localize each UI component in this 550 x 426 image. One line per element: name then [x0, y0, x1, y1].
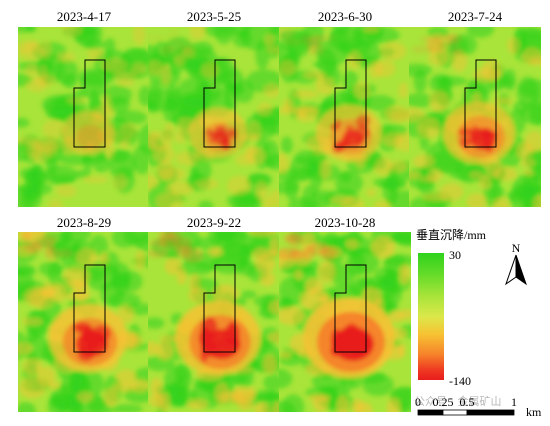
deformation-map-3	[279, 27, 411, 207]
north-label: N	[512, 241, 521, 255]
panel-title-2: 2023-5-25	[186, 9, 242, 24]
scale-tick-025: 0.25	[433, 395, 454, 409]
panel-title-5: 2023-8-29	[56, 215, 112, 230]
watermark: 公众号 · 金属矿山	[414, 395, 502, 408]
mining-area-boundary	[203, 264, 236, 353]
deformation-map-6	[148, 232, 280, 412]
mining-area-boundary	[334, 264, 367, 353]
mining-area-boundary	[73, 264, 106, 353]
mining-area-boundary	[464, 59, 497, 148]
legend-color-ramp	[418, 253, 444, 380]
deformation-map-5	[18, 232, 150, 412]
deformation-map-7	[279, 232, 411, 412]
legend-max-label: 30	[449, 248, 461, 262]
panel-title-6: 2023-9-22	[186, 215, 242, 230]
deformation-map-2	[148, 27, 280, 207]
north-arrow-icon: N	[505, 241, 527, 286]
legend-title: 垂直沉降/mm	[416, 228, 487, 242]
panel-title-4: 2023-7-24	[447, 9, 503, 24]
scale-tick-05: 0.5	[460, 395, 475, 409]
deformation-map-1	[18, 27, 150, 207]
panel-title-1: 2023-4-17	[56, 9, 112, 24]
deformation-map-4	[409, 27, 541, 207]
panel-title-3: 2023-6-30	[317, 9, 373, 24]
scale-bar: 0 0.25 0.5 1 km	[415, 395, 542, 419]
mining-area-boundary	[203, 59, 236, 148]
mining-area-boundary	[73, 59, 106, 148]
scale-unit: km	[526, 405, 542, 419]
legend-min-label: -140	[449, 374, 471, 388]
scale-tick-0: 0	[415, 395, 421, 409]
mining-area-boundary	[334, 59, 367, 148]
panel-title-7: 2023-10-28	[314, 215, 376, 230]
scale-tick-1: 1	[511, 395, 517, 409]
